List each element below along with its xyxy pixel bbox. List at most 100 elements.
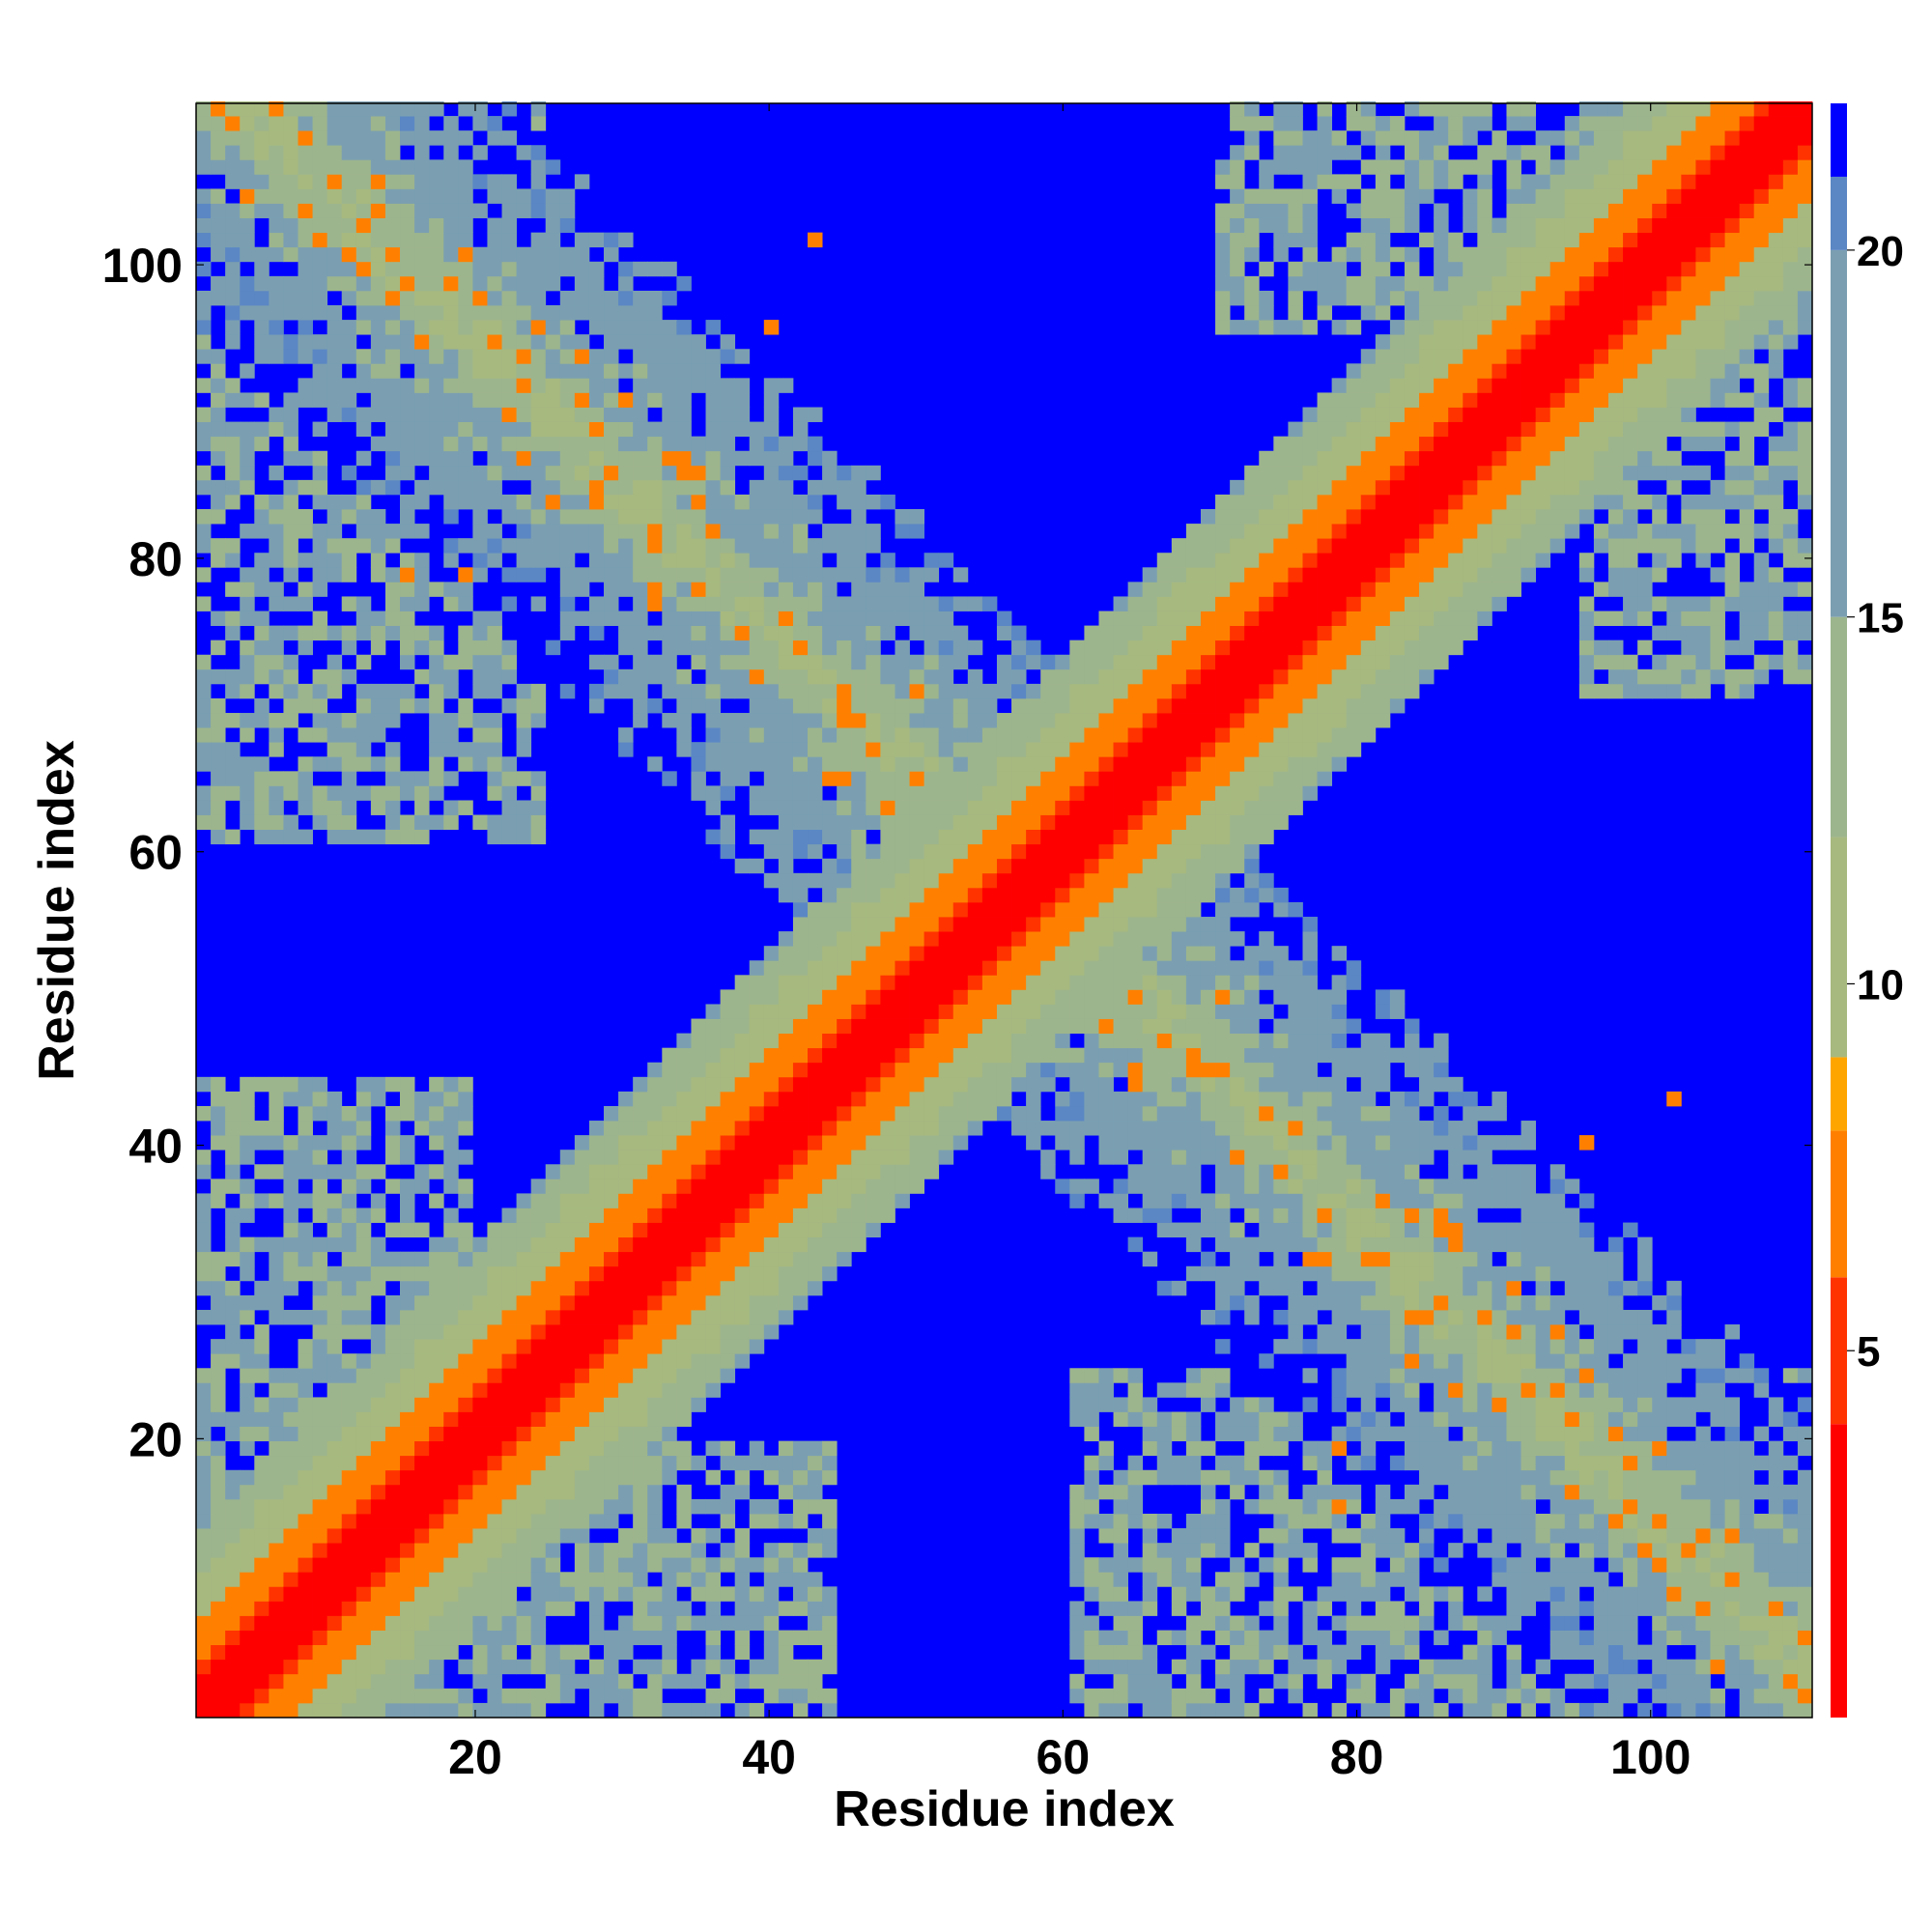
heatmap-cell xyxy=(196,713,212,728)
heatmap-cell xyxy=(749,1236,765,1253)
heatmap-cell xyxy=(1113,1397,1129,1412)
heatmap-cell xyxy=(384,567,401,582)
heatmap-cell xyxy=(734,1353,751,1369)
heatmap-cell xyxy=(1127,1135,1144,1151)
heatmap-cell xyxy=(370,116,386,131)
heatmap-cell xyxy=(705,1440,721,1457)
heatmap-cell xyxy=(909,843,924,860)
heatmap-cell xyxy=(880,742,895,757)
heatmap-cell xyxy=(1215,683,1231,699)
heatmap-cell xyxy=(298,159,313,175)
heatmap-cell xyxy=(618,1121,634,1136)
heatmap-cell xyxy=(763,479,780,496)
heatmap-cell xyxy=(487,829,502,845)
heatmap-cell xyxy=(327,407,343,422)
heatmap-cell xyxy=(822,450,838,467)
heatmap-cell xyxy=(1230,1179,1245,1194)
heatmap-cell xyxy=(283,1382,298,1398)
heatmap-cell xyxy=(792,1121,809,1136)
heatmap-cell xyxy=(662,1236,677,1253)
heatmap-cell xyxy=(312,1601,328,1616)
heatmap-cell xyxy=(283,1557,298,1573)
heatmap-cell xyxy=(1288,1164,1303,1179)
heatmap-cell xyxy=(604,1105,619,1122)
heatmap-cell xyxy=(1142,756,1158,772)
heatmap-cell xyxy=(530,275,547,292)
heatmap-cell xyxy=(1215,524,1231,539)
heatmap-cell xyxy=(822,887,838,903)
heatmap-cell xyxy=(895,567,910,582)
heatmap-cell xyxy=(254,159,270,175)
heatmap-cell xyxy=(370,800,386,815)
heatmap-cell xyxy=(355,1469,372,1486)
heatmap-cell xyxy=(545,639,561,656)
heatmap-cell xyxy=(822,465,838,481)
heatmap-cell xyxy=(866,639,881,656)
heatmap-cell xyxy=(1040,814,1056,830)
heatmap-cell xyxy=(851,1004,867,1019)
heatmap-cell xyxy=(458,130,473,146)
heatmap-cell xyxy=(808,1688,823,1704)
heatmap-cell xyxy=(559,1309,576,1325)
heatmap-cell xyxy=(604,1572,619,1587)
heatmap-cell xyxy=(254,203,270,218)
heatmap-cell xyxy=(559,421,576,438)
heatmap-cell xyxy=(676,1236,692,1253)
heatmap-cell xyxy=(516,1397,532,1412)
heatmap-cell xyxy=(530,1353,547,1369)
heatmap-cell xyxy=(618,1688,634,1704)
heatmap-cell xyxy=(1084,1047,1099,1064)
heatmap-cell xyxy=(662,1659,677,1675)
heatmap-cell xyxy=(530,1382,547,1398)
heatmap-cell xyxy=(662,1440,677,1457)
heatmap-cell xyxy=(676,1411,692,1427)
heatmap-cell xyxy=(588,625,605,641)
heatmap-cell xyxy=(269,1164,284,1179)
heatmap-cell xyxy=(618,611,634,626)
heatmap-cell xyxy=(1171,858,1187,874)
heatmap-cell xyxy=(298,1121,313,1136)
heatmap-cell xyxy=(923,1121,940,1136)
heatmap-cell xyxy=(1011,829,1027,845)
heatmap-cell xyxy=(604,1644,619,1661)
heatmap-cell xyxy=(298,320,313,335)
heatmap-cell xyxy=(298,639,313,656)
heatmap-cell xyxy=(283,1440,298,1457)
heatmap-cell xyxy=(312,494,328,510)
heatmap-cell xyxy=(691,334,706,350)
heatmap-cell xyxy=(662,1615,677,1631)
heatmap-cell xyxy=(1273,217,1289,234)
heatmap-cell xyxy=(559,450,576,467)
heatmap-cell xyxy=(400,785,415,801)
heatmap-cell xyxy=(1273,450,1289,467)
heatmap-cell xyxy=(749,524,765,539)
heatmap-cell xyxy=(574,305,590,321)
heatmap-cell xyxy=(501,1572,517,1587)
heatmap-cell xyxy=(822,524,838,539)
heatmap-cell xyxy=(763,596,780,611)
heatmap-cell xyxy=(837,625,852,641)
heatmap-cell xyxy=(414,1397,430,1412)
heatmap-cell xyxy=(384,145,401,160)
heatmap-cell xyxy=(472,479,488,496)
heatmap-cell xyxy=(1244,246,1260,263)
heatmap-cell xyxy=(1288,1688,1303,1704)
heatmap-cell xyxy=(633,421,648,438)
heatmap-cell xyxy=(240,654,255,670)
heatmap-cell xyxy=(822,1179,838,1194)
heatmap-cell xyxy=(837,1193,852,1208)
heatmap-cell xyxy=(734,1280,751,1296)
heatmap-cell xyxy=(705,1688,721,1704)
heatmap-cell xyxy=(647,756,663,772)
heatmap-cell xyxy=(355,1572,372,1587)
heatmap-cell xyxy=(283,1702,298,1719)
heatmap-cell xyxy=(384,1105,401,1122)
heatmap-cell xyxy=(588,1702,605,1719)
heatmap-cell xyxy=(633,363,648,379)
heatmap-cell xyxy=(923,785,940,801)
heatmap-cell xyxy=(662,538,677,554)
heatmap-cell xyxy=(909,960,924,976)
heatmap-cell xyxy=(1142,1091,1158,1107)
heatmap-cell xyxy=(822,1018,838,1035)
heatmap-cell xyxy=(1113,1150,1129,1165)
